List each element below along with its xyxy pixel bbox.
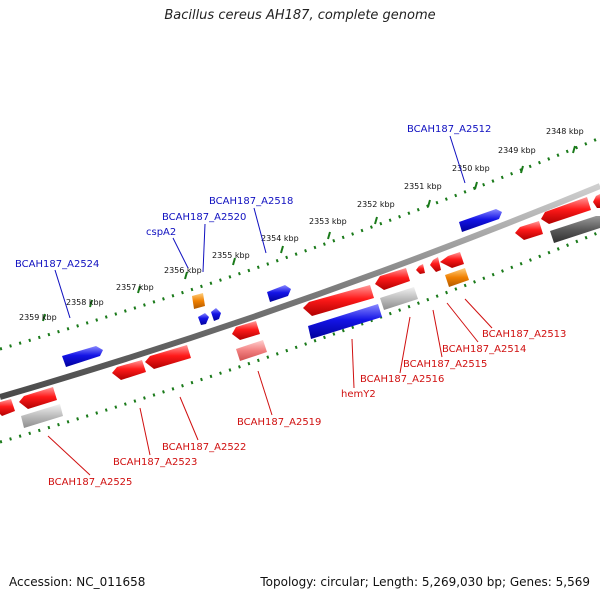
rna-gene bbox=[445, 268, 469, 287]
kbp-label: 2358 kbp bbox=[66, 298, 104, 307]
tick-2351 bbox=[427, 199, 431, 208]
accession-label: Accession: NC_011658 bbox=[9, 575, 146, 589]
kbp-label: 2355 kbp bbox=[212, 251, 250, 260]
pseudogene bbox=[380, 287, 418, 310]
genome-backbone bbox=[0, 183, 600, 400]
gene-label-BCAH187_A2520: BCAH187_A2520 bbox=[162, 212, 246, 223]
reverse-gene-labels: BCAH187_A2513 BCAH187_A2514 BCAH187_A251… bbox=[48, 329, 566, 488]
map-title: Bacillus cereus AH187, complete genome bbox=[164, 8, 436, 23]
gene-label-BCAH187_A2514: BCAH187_A2514 bbox=[442, 344, 526, 355]
gene-reverse bbox=[515, 221, 543, 240]
gene-label-BCAH187_A2516: BCAH187_A2516 bbox=[360, 374, 444, 385]
gene-label-BCAH187_A2523: BCAH187_A2523 bbox=[113, 457, 197, 468]
kbp-label: 2357 kbp bbox=[116, 283, 154, 292]
gene-forward bbox=[62, 346, 103, 367]
gene-reverse bbox=[430, 257, 441, 272]
gene-reverse bbox=[112, 360, 146, 380]
kbp-label: 2352 kbp bbox=[357, 200, 395, 209]
gene-label-BCAH187_A2525: BCAH187_A2525 bbox=[48, 477, 132, 488]
kbp-label: 2348 kbp bbox=[546, 127, 584, 136]
tick-2355 bbox=[232, 257, 236, 266]
kbp-label: 2350 kbp bbox=[452, 164, 490, 173]
gene-reverse bbox=[593, 194, 600, 208]
gene-reverse bbox=[375, 268, 410, 290]
kbp-label: 2359 kbp bbox=[19, 313, 57, 322]
gene-reverse bbox=[19, 387, 57, 409]
tick-2354 bbox=[280, 245, 284, 254]
tick-2348 bbox=[572, 145, 576, 154]
gene-forward bbox=[211, 308, 221, 321]
gene-forward bbox=[459, 209, 502, 232]
gene-reverse bbox=[0, 399, 15, 416]
gene-label-BCAH187_A2522: BCAH187_A2522 bbox=[162, 442, 246, 453]
reverse-label-connectors bbox=[47, 298, 493, 476]
gene-forward bbox=[198, 313, 209, 325]
scale-ticks bbox=[42, 145, 576, 322]
forward-label-connectors bbox=[54, 135, 466, 319]
tick-2349 bbox=[520, 165, 524, 174]
gene-label-cspA2: cspA2 bbox=[146, 227, 176, 238]
forward-genes bbox=[62, 209, 502, 367]
kbp-label: 2349 kbp bbox=[498, 146, 536, 155]
pseudogene-dark bbox=[550, 216, 600, 243]
forward-scale-track bbox=[0, 136, 600, 351]
pseudogene bbox=[21, 404, 63, 428]
reverse-genes bbox=[0, 194, 600, 416]
gene-reverse bbox=[541, 197, 591, 224]
gene-label-BCAH187_A2519: BCAH187_A2519 bbox=[237, 417, 321, 428]
tick-2357 bbox=[137, 285, 141, 294]
gene-label-BCAH187_A2524: BCAH187_A2524 bbox=[15, 259, 99, 270]
gene-label-hemY2: hemY2 bbox=[341, 389, 376, 400]
gene-forward bbox=[267, 285, 291, 302]
kbp-label: 2354 kbp bbox=[261, 234, 299, 243]
tick-2352 bbox=[374, 216, 378, 225]
kbp-label: 2351 kbp bbox=[404, 182, 442, 191]
rna-gene bbox=[192, 293, 205, 309]
kbp-label: 2356 kbp bbox=[164, 266, 202, 275]
tick-2359 bbox=[42, 313, 46, 322]
topology-label: Topology: circular; Length: 5,269,030 bp… bbox=[260, 575, 590, 589]
tick-2356 bbox=[184, 271, 188, 280]
gene-light-red bbox=[236, 340, 267, 361]
gene-reverse bbox=[416, 264, 425, 274]
gene-reverse bbox=[303, 285, 374, 316]
tick-2358 bbox=[89, 299, 93, 308]
reverse-inner-genes bbox=[21, 216, 600, 428]
tick-2353 bbox=[327, 231, 331, 240]
gene-label-BCAH187_A2515: BCAH187_A2515 bbox=[403, 359, 487, 370]
scale-labels: 2348 kbp 2349 kbp 2350 kbp 2351 kbp 2352… bbox=[19, 127, 584, 322]
gene-label-BCAH187_A2512: BCAH187_A2512 bbox=[407, 124, 491, 135]
gene-reverse bbox=[232, 321, 260, 340]
gene-label-BCAH187_A2518: BCAH187_A2518 bbox=[209, 196, 293, 207]
gene-reverse bbox=[440, 252, 464, 268]
forward-gene-labels: BCAH187_A2512 BCAH187_A2518 BCAH187_A252… bbox=[15, 124, 491, 270]
gene-reverse bbox=[145, 345, 191, 369]
kbp-label: 2353 kbp bbox=[309, 217, 347, 226]
rna-genes bbox=[192, 268, 469, 309]
tick-2350 bbox=[474, 181, 478, 190]
gene-label-BCAH187_A2513: BCAH187_A2513 bbox=[482, 329, 566, 340]
gene-reverse-blue bbox=[308, 304, 382, 339]
